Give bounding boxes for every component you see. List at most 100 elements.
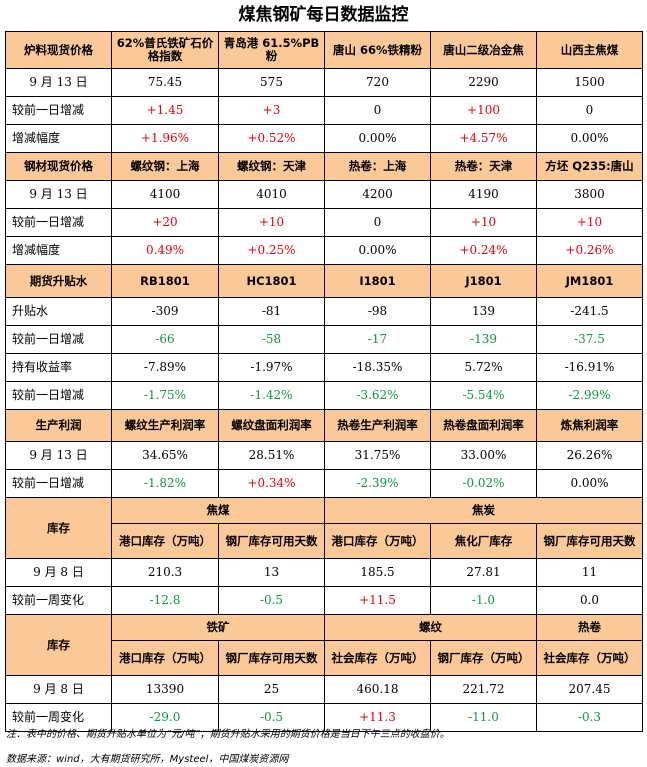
cell: 33.00% [430,441,537,470]
cell: +10 [536,208,643,237]
cell: +11.3 [324,703,431,732]
cell: 0.00% [536,469,643,498]
section-header-burden: 炉料现货价格 [5,31,112,69]
row-label: 较前一日增减 [5,208,112,237]
s6-group-row: 库存 铁矿 螺纹 热卷 [5,614,643,676]
cell: 13390 [111,675,219,704]
cell: -2.39% [324,469,431,498]
cell: -5.54% [430,381,537,410]
cell: +11.5 [324,586,431,615]
cell: 221.72 [430,675,537,704]
col-header: 钢厂库存（万吨） [430,640,537,676]
row-label: 较前一周变化 [5,703,112,732]
col-header: 钢厂库存可用天数 [218,640,325,676]
cell: +0.24% [430,236,537,265]
cell: 0 [536,96,643,125]
cell: -0.02% [430,469,537,498]
row-label: 9 月 8 日 [5,675,112,704]
table-row: 9 月 8 日 210.3 13 185.5 27.81 11 [5,558,643,587]
col-header: 热卷盘面利润率 [430,409,537,442]
col-header: J1801 [430,264,537,298]
row-label: 9 月 8 日 [5,558,112,587]
cell: 2290 [430,68,537,97]
page-title: 煤焦钢矿每日数据监控 [238,5,409,25]
cell: -309 [111,297,219,326]
table-row: 升贴水 -309 -81 -98 139 -241.5 [5,297,643,326]
data-table: 炉料现货价格 62%普氏铁矿石价格指数 青岛港 61.5%PB粉 唐山 66%铁… [5,31,643,732]
cell: +1.96% [111,124,219,153]
footnote: 注：表中的价格、期货升贴水单位为“元/吨”；期货升贴水采用的期货价格是当日下午三… [6,729,450,740]
col-header: 港口库存（万吨） [111,523,219,559]
table-row: 较前一日增减 +1.45 +3 0 +100 0 [5,96,643,125]
row-label: 9 月 13 日 [5,68,112,97]
cell: 207.45 [536,675,643,704]
cell: -11.0 [430,703,537,732]
table-row: 9 月 13 日 75.45 575 720 2290 1500 [5,68,643,97]
cell: -139 [430,325,537,354]
cell: -3.62% [324,381,431,410]
data-source: 数据来源：wind，大有期货研究所，Mysteel，中国煤炭资源网 [6,754,289,765]
col-header: 唐山二级冶金焦 [430,31,537,69]
cell: +100 [430,96,537,125]
cell: 185.5 [324,558,431,587]
col-header: 螺纹盘面利润率 [218,409,325,442]
cell: -16.91% [536,353,643,382]
cell: -241.5 [536,297,643,326]
table-row: 增减幅度 0.49% +0.25% 0.00% +0.24% +0.26% [5,236,643,265]
cell: 0.00% [324,236,431,265]
cell: +0.52% [218,124,325,153]
cell: -0.5 [218,703,325,732]
col-header: 山西主焦煤 [536,31,643,69]
cell: 34.65% [111,441,219,470]
cell: 28.51% [218,441,325,470]
cell: +4.57% [430,124,537,153]
table-row: 增减幅度 +1.96% +0.52% 0.00% +4.57% 0.00% [5,124,643,153]
table-row: 较前一日增减 -66 -58 -17 -139 -37.5 [5,325,643,354]
col-header: 港口库存（万吨） [111,640,219,676]
col-header: 热卷：上海 [324,152,431,181]
s4-header-row: 生产利润 螺纹生产利润率 螺纹盘面利润率 热卷生产利润率 热卷盘面利润率 炼焦利… [5,409,643,442]
group-header-rebar: 螺纹 [324,614,537,641]
col-header: JM1801 [536,264,643,298]
table-row: 较前一日增减 -1.75% -1.42% -3.62% -5.54% -2.99… [5,381,643,410]
col-header: I1801 [324,264,431,298]
cell: -58 [218,325,325,354]
cell: 0.49% [111,236,219,265]
cell: -1.82% [111,469,219,498]
section-header-inventory: 库存 [5,497,112,559]
col-header: 螺纹生产利润率 [111,409,219,442]
row-label: 9 月 13 日 [5,180,112,209]
cell: 4190 [430,180,537,209]
col-header: RB1801 [111,264,219,298]
cell: 0.00% [536,124,643,153]
cell: +1.45 [111,96,219,125]
section-header-inventory: 库存 [5,614,112,676]
cell: +10 [430,208,537,237]
col-header: HC1801 [218,264,325,298]
group-header-hot-coil: 热卷 [536,614,643,641]
row-label: 较前一日增减 [5,325,112,354]
table-row: 较前一日增减 -1.82% +0.34% -2.39% -0.02% 0.00% [5,469,643,498]
cell: 139 [430,297,537,326]
s2-header-row: 钢材现货价格 螺纹钢：上海 螺纹钢：天津 热卷：上海 热卷：天津 方坯 Q235… [5,152,643,181]
row-label: 升贴水 [5,297,112,326]
cell: 26.26% [536,441,643,470]
col-header: 焦化厂库存 [430,523,537,559]
section-header-steel: 钢材现货价格 [5,152,112,181]
cell: 25 [218,675,325,704]
cell: 4100 [111,180,219,209]
table-row: 9 月 13 日 34.65% 28.51% 31.75% 33.00% 26.… [5,441,643,470]
cell: -1.42% [218,381,325,410]
col-header: 热卷：天津 [430,152,537,181]
cell: -7.89% [111,353,219,382]
col-header: 港口库存（万吨） [324,523,431,559]
cell: +10 [218,208,325,237]
cell: +0.25% [218,236,325,265]
cell: 0 [324,96,431,125]
col-header: 炼焦利润率 [536,409,643,442]
row-label: 增减幅度 [5,236,112,265]
table-row: 9 月 8 日 13390 25 460.18 221.72 207.45 [5,675,643,704]
cell: 3800 [536,180,643,209]
cell: -0.3 [536,703,643,732]
cell: +20 [111,208,219,237]
